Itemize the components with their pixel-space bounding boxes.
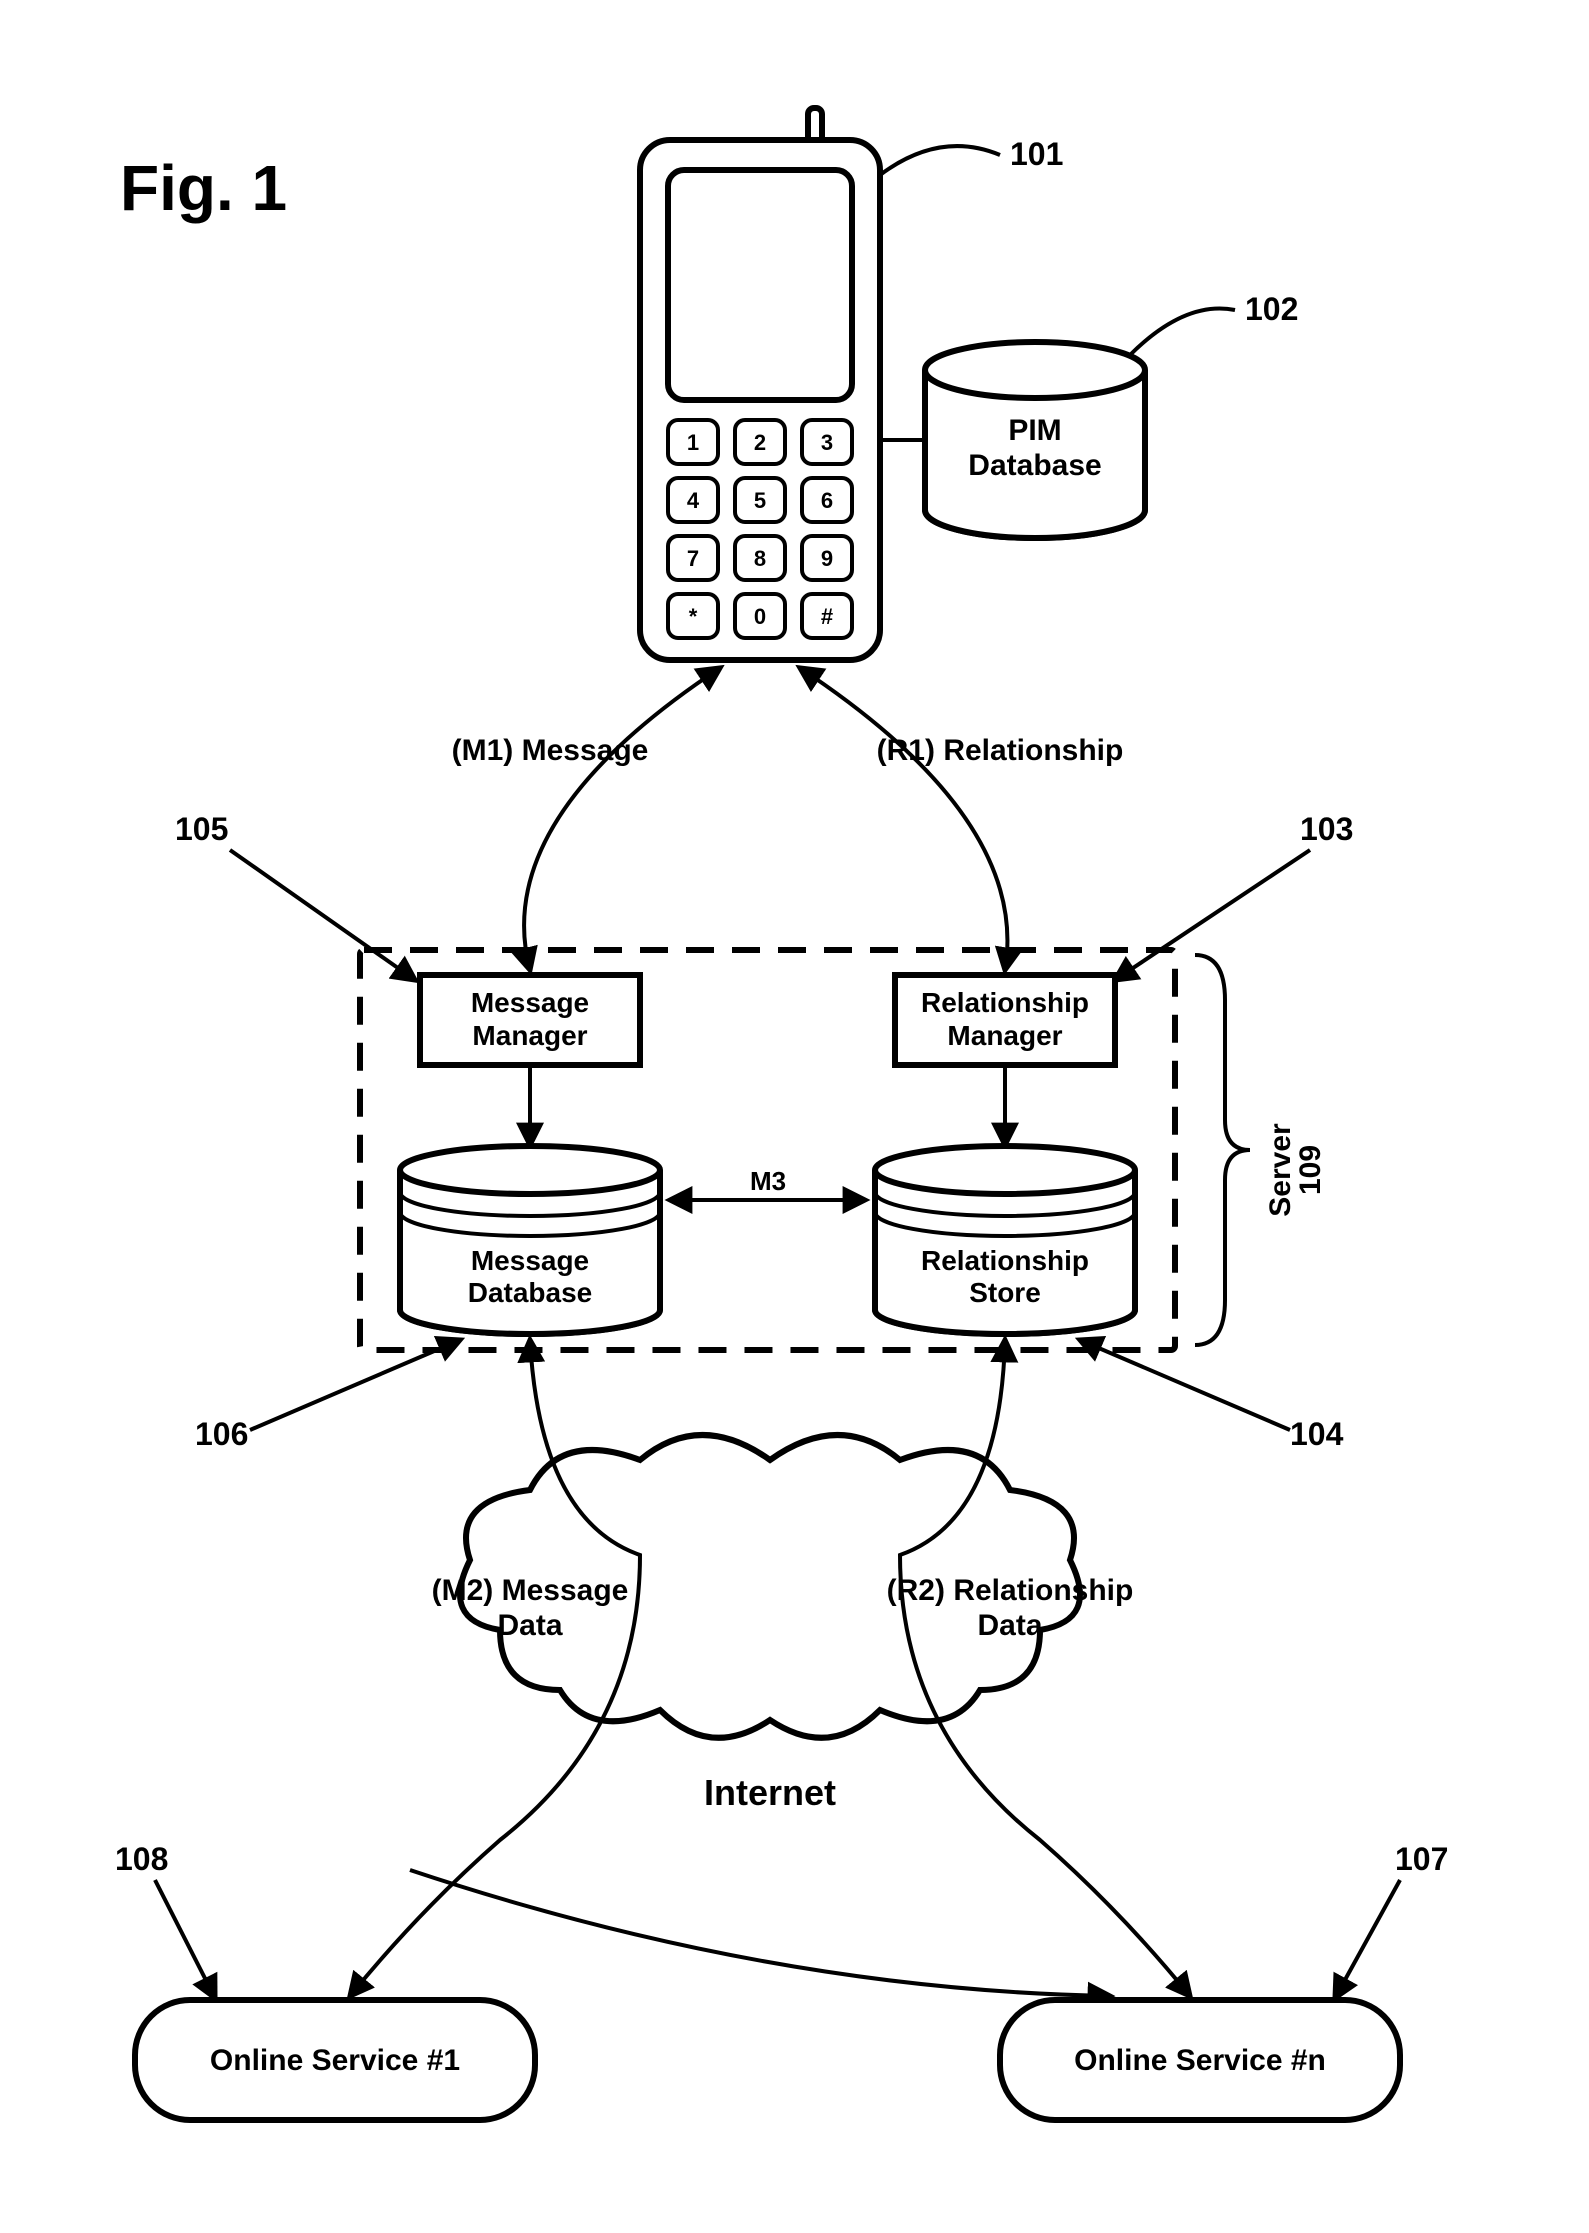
edge-r1-label: (R1) Relationship xyxy=(877,734,1124,767)
svg-text:8: 8 xyxy=(754,546,766,571)
svg-text:Online Service #n: Online Service #n xyxy=(1074,2044,1326,2077)
server-bracket xyxy=(1195,955,1250,1345)
figure-canvas: Fig. 1 1 2 3 xyxy=(0,0,1589,2233)
svg-text:Message: Message xyxy=(471,1245,589,1276)
svg-text:Manager: Manager xyxy=(472,1020,587,1051)
svg-text:3: 3 xyxy=(821,430,833,455)
ref-107: 107 xyxy=(1395,1841,1448,1877)
svg-text:Online Service #1: Online Service #1 xyxy=(210,2044,460,2077)
svg-text:*: * xyxy=(689,604,698,629)
edge-svc1-svcn xyxy=(410,1870,1110,1996)
relationship-store: Relationship Store xyxy=(875,1146,1135,1334)
svg-text:Relationship: Relationship xyxy=(921,987,1089,1018)
svg-text:Message: Message xyxy=(471,987,589,1018)
figure-title: Fig. 1 xyxy=(120,152,287,224)
svg-text:Relationship: Relationship xyxy=(921,1245,1089,1276)
svg-text:4: 4 xyxy=(687,488,700,513)
svg-text:Data: Data xyxy=(497,1609,562,1642)
svg-text:PIM: PIM xyxy=(1008,414,1061,447)
svg-text:Database: Database xyxy=(468,1277,593,1308)
ref-108: 108 xyxy=(115,1841,168,1877)
phone-device: 1 2 3 4 5 6 7 8 9 * 0 # xyxy=(640,108,880,660)
ref-102: 102 xyxy=(1245,291,1298,327)
edge-r1 xyxy=(800,668,1007,970)
svg-text:(M2) Message: (M2) Message xyxy=(432,1574,629,1607)
svg-text:6: 6 xyxy=(821,488,833,513)
ref-109: 109 xyxy=(1294,1145,1327,1195)
svg-text:(R2) Relationship: (R2) Relationship xyxy=(887,1574,1134,1607)
ref-105: 105 xyxy=(175,811,228,847)
svg-text:#: # xyxy=(821,604,833,629)
svg-text:0: 0 xyxy=(754,604,766,629)
pim-database: PIM Database xyxy=(880,342,1145,538)
svg-text:Database: Database xyxy=(968,449,1101,482)
svg-text:7: 7 xyxy=(687,546,699,571)
ref-104: 104 xyxy=(1290,1416,1344,1452)
edge-m1 xyxy=(524,668,720,970)
server-label: Server xyxy=(1264,1123,1297,1217)
svg-text:Internet: Internet xyxy=(704,1772,836,1813)
svg-text:Store: Store xyxy=(969,1277,1041,1308)
svg-text:Data: Data xyxy=(977,1609,1042,1642)
message-database: Message Database xyxy=(400,1146,660,1334)
svg-text:2: 2 xyxy=(754,430,766,455)
edge-m3-label: M3 xyxy=(750,1166,786,1196)
svg-text:5: 5 xyxy=(754,488,766,513)
svg-text:9: 9 xyxy=(821,546,833,571)
ref-101: 101 xyxy=(1010,136,1063,172)
edge-m1-label: (M1) Message xyxy=(452,734,649,767)
svg-text:Manager: Manager xyxy=(947,1020,1062,1051)
ref-106: 106 xyxy=(195,1416,248,1452)
ref-103: 103 xyxy=(1300,811,1353,847)
svg-text:1: 1 xyxy=(687,430,699,455)
